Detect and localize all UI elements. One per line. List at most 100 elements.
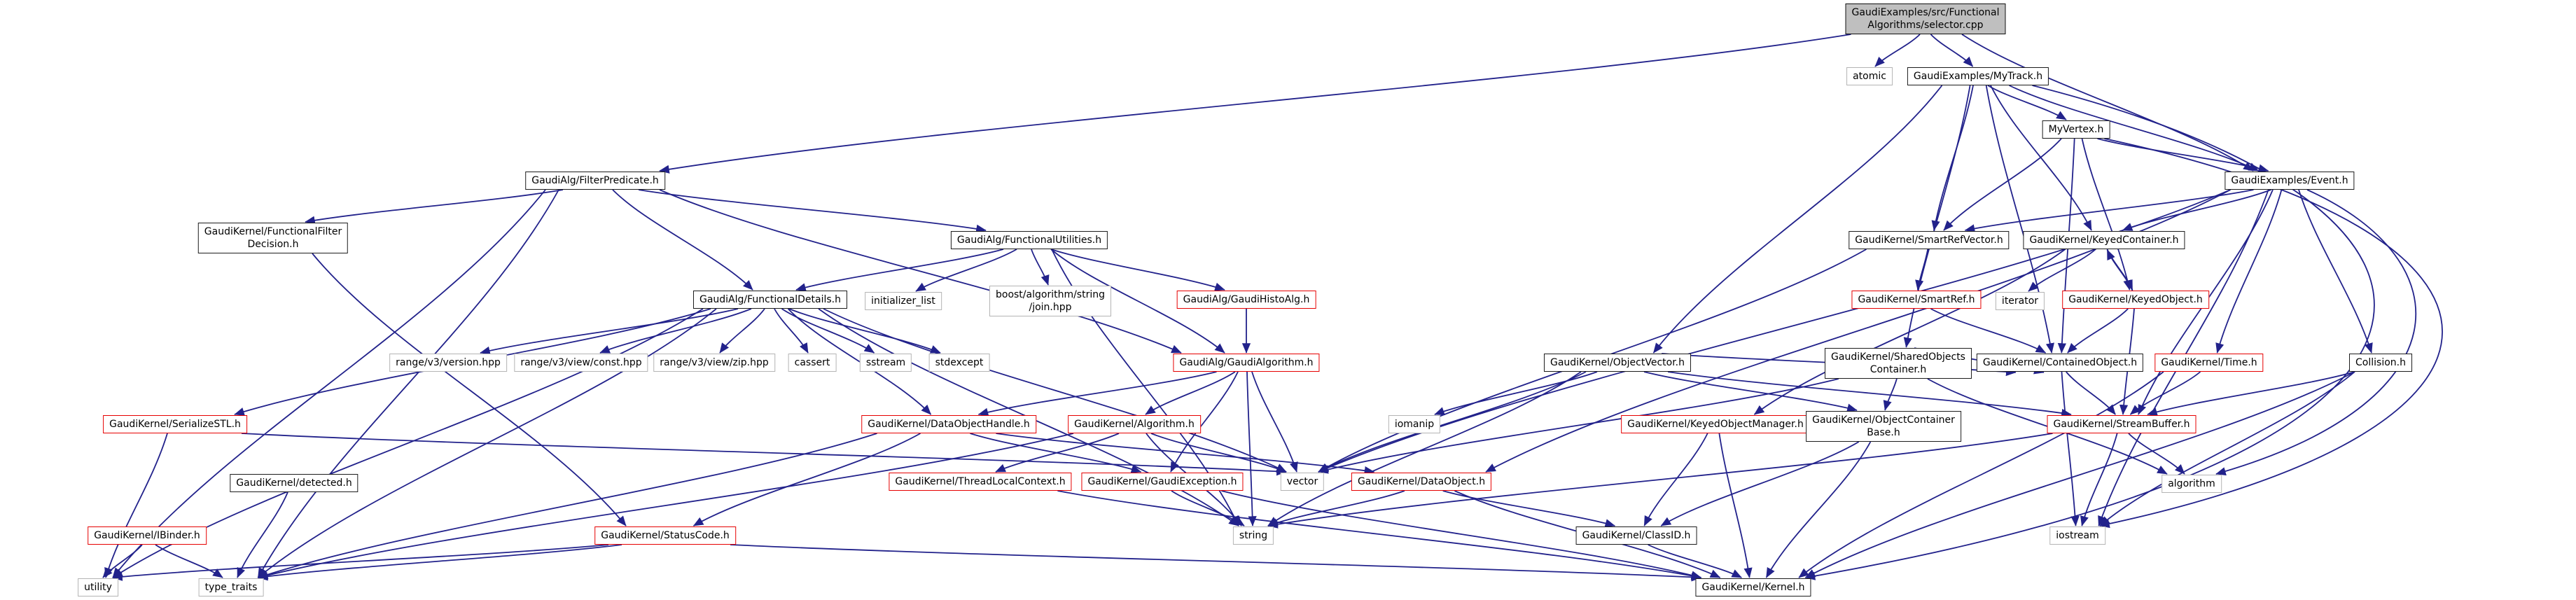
edge-sharedobjects-to-objectcontainerbase: [1883, 378, 1898, 411]
edge-smartrefvector-to-smartref: [1915, 249, 1929, 291]
node-iostream: iostream: [2049, 526, 2105, 545]
edge-event-to-collision: [2298, 189, 2373, 354]
node-statuscode[interactable]: GaudiKernel/StatusCode.h: [594, 526, 736, 545]
edge-funcdetails-to-dataobjecthandle: [787, 308, 932, 415]
node-kernel[interactable]: GaudiKernel/Kernel.h: [1695, 578, 1811, 597]
edge-mytrack-to-event: [2009, 85, 2260, 172]
edge-algorithmh-to-vector: [1150, 433, 1287, 473]
node-keyedobjectmanager[interactable]: GaudiKernel/KeyedObjectManager.h: [1621, 415, 1810, 434]
edge-statuscode-to-typetraits: [257, 544, 622, 581]
node-iomanip: iomanip: [1388, 415, 1441, 434]
edge-containedobject-to-iostream: [2061, 371, 2080, 526]
node-threadlocal[interactable]: GaudiKernel/ThreadLocalContext.h: [889, 473, 1072, 491]
edge-funcutil-to-gaudihistoalg: [1050, 249, 1225, 291]
edge-filterpred-to-funcfilterdec: [305, 189, 564, 225]
edge-funcdetails-to-stdexcept: [788, 308, 941, 354]
edge-serializestl-to-utility: [104, 433, 168, 578]
node-dataobject[interactable]: GaudiKernel/DataObject.h: [1351, 473, 1492, 491]
edge-keyedobjectmanager-to-kernel: [1718, 433, 1753, 578]
node-keyedobject[interactable]: GaudiKernel/KeyedObject.h: [2062, 291, 2209, 309]
node-atomic: atomic: [1846, 67, 1893, 86]
edge-myvertex-to-keyedobject: [2081, 138, 2132, 291]
edge-myvertex-to-event: [2097, 138, 2269, 173]
edge-collision-to-streambuffer: [2147, 371, 2355, 417]
edge-objectvector-to-vector: [1318, 371, 1587, 473]
node-smartrefvector[interactable]: GaudiKernel/SmartRefVector.h: [1849, 231, 2010, 250]
node-containedobject[interactable]: GaudiKernel/ContainedObject.h: [1976, 354, 2144, 372]
edge-event-to-keyedcontainer: [2122, 189, 2271, 231]
edge-detected-to-typetraits: [237, 491, 288, 578]
node-serializestl[interactable]: GaudiKernel/SerializeSTL.h: [103, 415, 247, 434]
node-smartref[interactable]: GaudiKernel/SmartRef.h: [1851, 291, 1982, 309]
node-objectcontainerbase[interactable]: GaudiKernel/ObjectContainer Base.h: [1806, 411, 1961, 442]
edge-funcutil-to-initializerlist: [915, 249, 1017, 292]
edge-funcdetails-to-rangeconst: [599, 308, 752, 354]
node-detected[interactable]: GaudiKernel/detected.h: [230, 474, 358, 493]
edge-filterpred-to-funcdetails: [612, 189, 753, 291]
edge-event-to-algorithmstd: [2215, 189, 2417, 476]
node-boostjoin: boost/algorithm/string /join.hpp: [989, 286, 1111, 317]
node-dataobjecthandle[interactable]: GaudiKernel/DataObjectHandle.h: [861, 415, 1036, 434]
node-streambuffer[interactable]: GaudiKernel/StreamBuffer.h: [2047, 415, 2196, 434]
edge-keyedobjectmanager-to-classid: [1643, 433, 1708, 526]
node-funcfilterdec[interactable]: GaudiKernel/FunctionalFilter Decision.h: [197, 223, 349, 254]
edge-smartref-to-containedobject: [1930, 308, 2047, 354]
node-keyedcontainer[interactable]: GaudiKernel/KeyedContainer.h: [2023, 231, 2185, 250]
edge-selector-to-atomic: [1874, 34, 1921, 67]
edge-algorithmh-to-typetraits: [257, 433, 1074, 580]
node-classid[interactable]: GaudiKernel/ClassID.h: [1575, 526, 1697, 545]
edge-selector-to-filterpred: [659, 34, 1851, 174]
edge-serializestl-to-vector: [241, 433, 1287, 476]
edge-myvertex-to-smartrefvector: [1943, 138, 2062, 231]
edge-dataobject-to-classid: [1442, 490, 1616, 528]
node-rangever: range/v3/version.hpp: [389, 354, 507, 372]
edge-gaudiexception-to-stringn: [1171, 490, 1245, 526]
edge-streambuffer-to-stringn: [1267, 433, 2053, 529]
edge-filterpred-to-funcutil: [638, 189, 987, 233]
edge-keyedobject-to-keyedcontainer: [2106, 249, 2133, 291]
edge-funcfilterdec-to-statuscode: [312, 253, 627, 526]
node-algorithmh[interactable]: GaudiKernel/Algorithm.h: [1068, 415, 1201, 434]
edge-event-to-time: [2215, 189, 2283, 354]
edge-ibinder-to-typetraits: [155, 544, 223, 578]
edge-mytrack-to-objectvector: [1652, 85, 1943, 354]
edge-gaudialgorithm-to-vector: [1251, 371, 1298, 473]
node-collision[interactable]: Collision.h: [2349, 354, 2412, 372]
node-mytrack[interactable]: GaudiExamples/MyTrack.h: [1907, 67, 2049, 86]
edge-statuscode-to-utility: [112, 544, 609, 581]
edge-funcdetails-to-cassert: [774, 308, 809, 354]
edge-filterpred-to-typetraits: [257, 189, 559, 578]
node-funcdetails[interactable]: GaudiAlg/FunctionalDetails.h: [692, 291, 848, 309]
edge-mytrack-to-containedobject: [1985, 85, 2054, 354]
node-filterpred[interactable]: GaudiAlg/FilterPredicate.h: [525, 172, 665, 190]
edge-selector-to-mytrack: [1930, 34, 1974, 67]
edge-selector-to-event: [1961, 34, 2254, 172]
edge-objectvector-to-iomanip: [1434, 371, 1598, 415]
node-ibinder[interactable]: GaudiKernel/IBinder.h: [88, 526, 207, 545]
edge-objectcontainerbase-to-kernel: [1765, 441, 1872, 578]
edge-funcutil-to-boostjoin: [1031, 249, 1050, 286]
node-event[interactable]: GaudiExamples/Event.h: [2225, 172, 2355, 190]
edge-threadlocal-to-kernel: [1057, 490, 1702, 580]
node-gaudialgorithm[interactable]: GaudiAlg/GaudiAlgorithm.h: [1173, 354, 1320, 372]
edge-funcdetails-to-rangezip: [719, 308, 765, 354]
node-myvertex[interactable]: MyVertex.h: [2042, 120, 2110, 139]
edge-collision-to-kernel: [1804, 371, 2355, 578]
node-sstream: sstream: [859, 354, 912, 372]
node-gaudihistoalg[interactable]: GaudiAlg/GaudiHistoAlg.h: [1176, 291, 1316, 309]
node-stdexcept: stdexcept: [928, 354, 990, 372]
edge-funcutil-to-funcdetails: [795, 249, 1004, 292]
node-stringn: string: [1232, 526, 1274, 545]
node-objectvector[interactable]: GaudiKernel/ObjectVector.h: [1543, 354, 1692, 372]
node-time[interactable]: GaudiKernel/Time.h: [2154, 354, 2264, 372]
edge-mytrack-to-myvertex: [1987, 85, 2067, 120]
edge-objectvector-to-stringn: [1267, 371, 1582, 526]
edge-collision-to-iostream: [2099, 371, 2355, 526]
node-sharedobjects[interactable]: GaudiKernel/SharedObjects Container.h: [1825, 348, 1972, 379]
edge-statuscode-to-kernel: [730, 544, 1702, 582]
edge-funcdetails-to-sstream: [781, 308, 875, 354]
edge-keyedcontainer-to-iterator: [2028, 249, 2096, 292]
node-gaudiexception[interactable]: GaudiKernel/GaudiException.h: [1081, 473, 1244, 491]
node-funcutil[interactable]: GaudiAlg/FunctionalUtilities.h: [950, 231, 1108, 250]
